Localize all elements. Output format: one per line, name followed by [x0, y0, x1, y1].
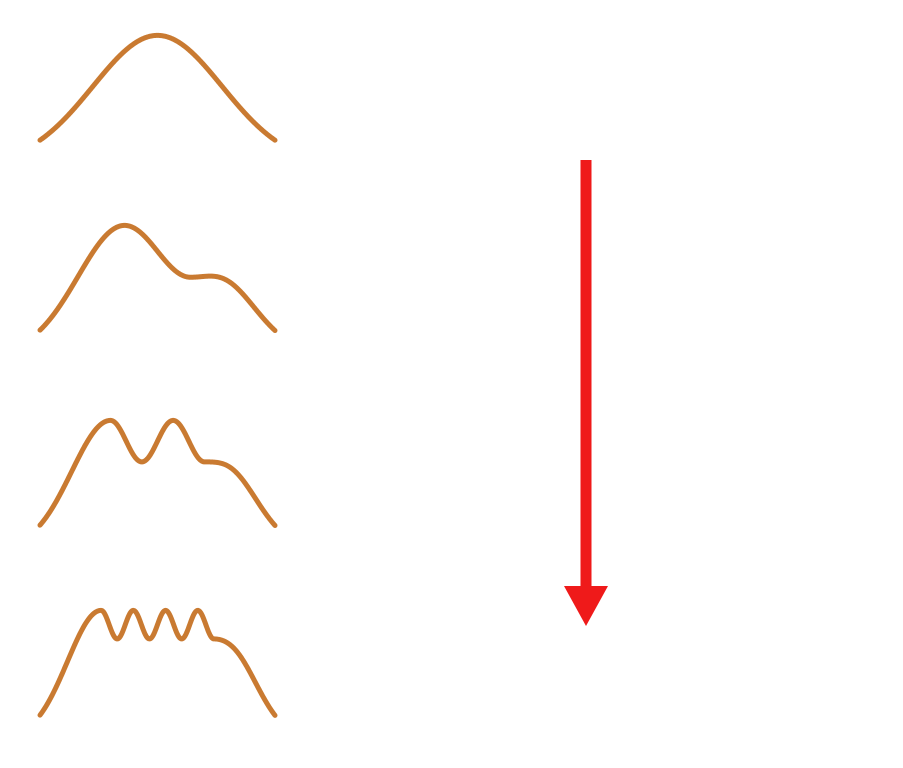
curve-single-peak	[40, 35, 275, 140]
curve-quad-peak	[40, 420, 275, 525]
curve-double-peak	[40, 225, 275, 330]
down-arrow	[564, 160, 608, 626]
curve-multi-peak	[40, 610, 275, 715]
diagram-canvas	[0, 0, 903, 768]
arrow-head-icon	[564, 586, 608, 626]
